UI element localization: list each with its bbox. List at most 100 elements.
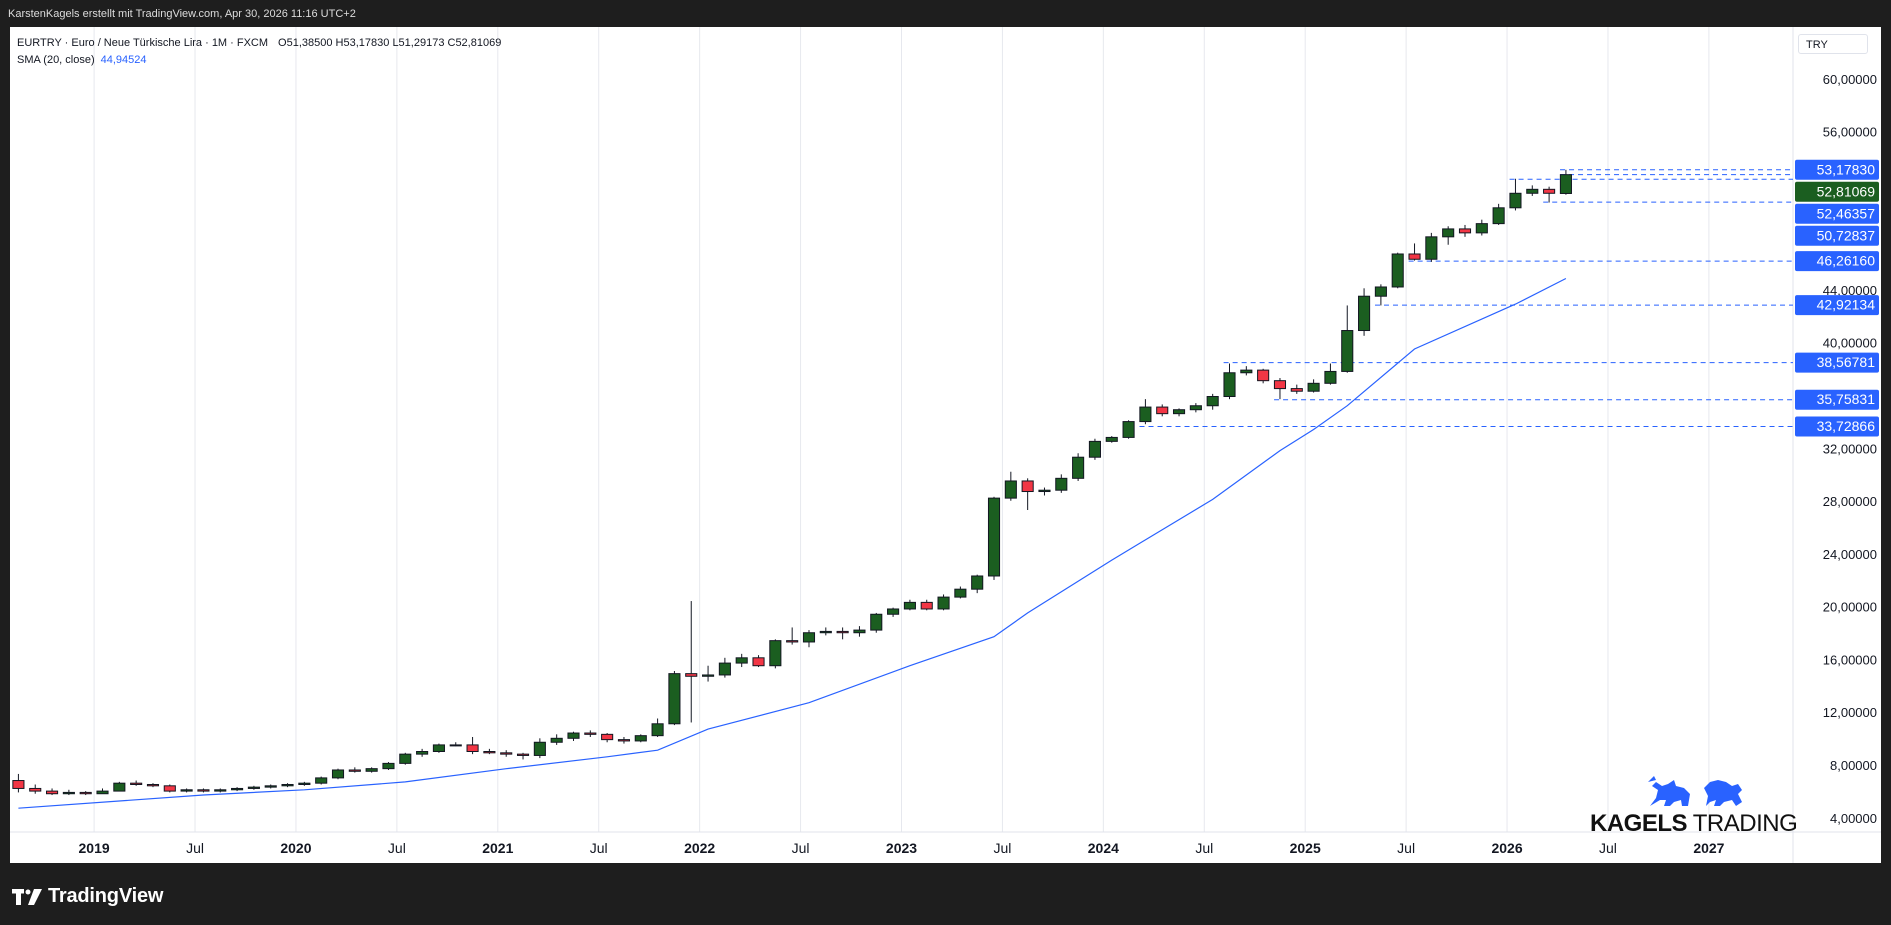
candlestick-chart[interactable]: 4,00000 8,00000 12,00000 16,00000 20,00000 24… <box>10 27 1881 863</box>
price-tag-label: 33,72866 <box>1817 418 1876 434</box>
price-tag-label: 38,56781 <box>1817 354 1876 370</box>
candle-body <box>1139 406 1152 423</box>
time-tick-label: Jul <box>1195 840 1213 856</box>
candle-body <box>617 739 631 742</box>
candle-body <box>1021 480 1034 493</box>
price-tag <box>1795 203 1879 224</box>
price-tick-label: 56,00000 <box>1823 125 1877 140</box>
price-tag-label: 42,92134 <box>1817 297 1876 313</box>
ohlc-low: L51,29173 <box>392 37 445 49</box>
candle-body <box>214 789 227 792</box>
candle-body <box>584 732 597 735</box>
candle-body <box>702 674 715 677</box>
price-tag-label: 52,81069 <box>1817 183 1876 199</box>
time-tick-label: Jul <box>1599 840 1617 856</box>
candle-body <box>1004 480 1017 499</box>
tradingview-logo[interactable]: TradingView <box>12 885 163 908</box>
candle-body <box>1172 409 1186 415</box>
candle-body <box>12 780 25 789</box>
candle-body <box>264 785 277 788</box>
candle-body <box>1223 372 1236 398</box>
candle-body <box>1088 440 1101 458</box>
candle-body <box>1509 192 1522 209</box>
candle-body <box>735 657 748 664</box>
candle-body <box>449 744 462 747</box>
candle-body <box>1038 489 1051 493</box>
candle-body <box>348 769 361 772</box>
candle-body <box>634 735 647 742</box>
candle-body <box>500 752 513 755</box>
candle-body <box>163 785 176 792</box>
candle-body <box>668 673 681 725</box>
candle-body <box>382 762 395 770</box>
candle-body <box>197 789 210 792</box>
sma-label: SMA (20, close) <box>17 54 95 66</box>
candle-body <box>1105 436 1118 442</box>
candle-body <box>1425 236 1438 260</box>
time-tick-label: Jul <box>1397 840 1415 856</box>
candle-body <box>1442 228 1455 238</box>
candle-body <box>1290 388 1303 392</box>
chart-credit: KarstenKagels erstellt mit TradingView.c… <box>8 8 356 20</box>
price-tick-label: 4,00000 <box>1830 811 1877 826</box>
symbol-info: EURTRY · Euro / Neue Türkische Lira · 1M… <box>17 37 269 49</box>
candle-body <box>130 782 143 785</box>
candle-body <box>1055 477 1068 491</box>
candle-body <box>937 596 950 610</box>
time-tick-label: 2024 <box>1088 840 1119 856</box>
time-tick-label: 2027 <box>1693 840 1724 856</box>
time-tick-label: 2019 <box>79 840 110 856</box>
price-tag <box>1795 352 1879 373</box>
ohlc-high: H53,17830 <box>335 37 390 49</box>
chart-legend: EURTRY · Euro / Neue Türkische Lira · 1M… <box>17 35 501 69</box>
candle-body <box>466 744 479 752</box>
time-tick-label: 2023 <box>886 840 917 856</box>
candle-body <box>1408 253 1421 260</box>
chart-panel[interactable]: 4,00000 8,00000 12,00000 16,00000 20,00000 24… <box>10 27 1881 863</box>
candle-body <box>1240 369 1253 374</box>
candle-body <box>1374 286 1387 297</box>
candle-body <box>567 732 580 739</box>
time-tick-label: Jul <box>186 840 204 856</box>
tradingview-brand: TradingView <box>48 885 164 907</box>
candle-body <box>516 753 530 756</box>
candle-body <box>483 751 496 754</box>
price-tick-label: 12,00000 <box>1823 705 1877 720</box>
candle-body <box>853 629 866 634</box>
time-tick-label: 2022 <box>684 840 715 856</box>
candle-body <box>1324 370 1337 384</box>
candle-body <box>1206 396 1219 407</box>
candle-body <box>533 741 546 756</box>
footer-bar: TradingView <box>0 863 1891 925</box>
sma-legend-row[interactable]: SMA (20, close) 44,94524 <box>17 52 501 69</box>
candle-body <box>987 497 1001 577</box>
candle-body <box>432 744 445 752</box>
symbol-legend-row: EURTRY · Euro / Neue Türkische Lira · 1M… <box>17 35 501 52</box>
price-tag <box>1795 225 1879 246</box>
candle-body <box>281 783 294 787</box>
price-tick-label: 40,00000 <box>1823 336 1877 351</box>
candle-body <box>46 790 59 795</box>
candle-body <box>1122 421 1135 438</box>
candle-body <box>836 630 849 634</box>
candle-body <box>971 575 984 590</box>
candle-body <box>1543 188 1556 194</box>
candle-body <box>802 632 816 643</box>
time-tick-label: 2026 <box>1491 840 1522 856</box>
time-tick-label: Jul <box>792 840 810 856</box>
top-bar: KarstenKagels erstellt mit TradingView.c… <box>0 0 1891 27</box>
price-tag <box>1795 389 1879 410</box>
candle-body <box>1156 406 1169 415</box>
candle-body <box>1559 174 1572 194</box>
price-tag-label: 46,26160 <box>1817 253 1876 269</box>
price-tick-label: 16,00000 <box>1823 652 1877 667</box>
price-tag-label: 52,46357 <box>1817 205 1876 221</box>
candle-body <box>819 630 832 634</box>
price-tag <box>1795 181 1879 202</box>
price-tag-label: 53,17830 <box>1817 161 1876 177</box>
candle-body <box>231 787 244 791</box>
price-tick-label: 32,00000 <box>1823 441 1877 456</box>
currency-button[interactable]: TRY <box>1798 34 1868 54</box>
price-tick-label: 44,00000 <box>1823 283 1877 298</box>
time-tick-label: Jul <box>590 840 608 856</box>
